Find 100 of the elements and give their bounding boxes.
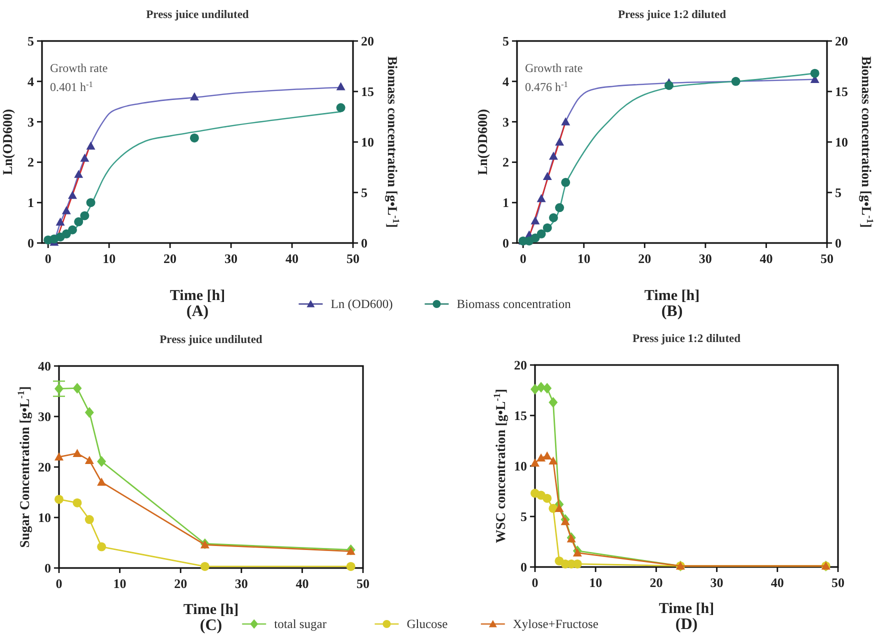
point bbox=[62, 206, 71, 214]
point bbox=[542, 223, 552, 232]
point bbox=[561, 117, 570, 126]
text: (A) bbox=[186, 303, 209, 320]
point bbox=[536, 194, 546, 202]
y-tick-label: 5 bbox=[502, 34, 510, 48]
y-tick-label: 2 bbox=[28, 154, 34, 170]
point bbox=[555, 203, 564, 212]
x-tick-label: 40 bbox=[286, 251, 299, 266]
point bbox=[97, 456, 106, 467]
chart-title: Press juice 1:2 diluted bbox=[632, 333, 742, 345]
text: (D) bbox=[675, 616, 698, 633]
y2-tick-label: 10 bbox=[835, 134, 848, 150]
point bbox=[561, 178, 570, 187]
point bbox=[84, 407, 94, 418]
x-tick-label: 50 bbox=[356, 576, 370, 591]
point bbox=[80, 154, 90, 162]
y-tick-label: 2 bbox=[502, 154, 509, 170]
x-tick-label: 20 bbox=[650, 575, 663, 590]
y-tick-label: 1 bbox=[28, 195, 34, 210]
x-tick-label: 30 bbox=[224, 251, 238, 266]
y2-tick-label: 20 bbox=[835, 34, 848, 48]
point bbox=[560, 517, 570, 526]
annotation: Growth rate bbox=[50, 61, 108, 75]
x-tick-label: 50 bbox=[820, 251, 834, 266]
x-tick-label: 10 bbox=[102, 251, 116, 266]
point bbox=[336, 103, 346, 112]
point bbox=[84, 456, 94, 464]
point bbox=[97, 542, 106, 552]
y2-tick-label: 10 bbox=[361, 134, 374, 150]
point bbox=[336, 82, 346, 90]
x-tick-label: 30 bbox=[234, 576, 248, 591]
y-tick-label: 4 bbox=[28, 74, 34, 89]
point bbox=[542, 382, 552, 394]
point bbox=[68, 190, 77, 199]
y-tick-label: 30 bbox=[38, 409, 51, 424]
text: (C) bbox=[200, 617, 222, 634]
x-tick-label: 30 bbox=[710, 575, 724, 590]
x-tick-label: 0 bbox=[532, 575, 538, 590]
point bbox=[555, 138, 564, 146]
x-tick-label: 30 bbox=[698, 251, 712, 266]
point bbox=[548, 152, 558, 160]
annotation: 0.401 h$^{-1}$ bbox=[50, 80, 93, 94]
y2-tick-label: 15 bbox=[835, 84, 848, 99]
point bbox=[86, 198, 96, 208]
x-tick-label: 40 bbox=[770, 575, 784, 590]
legend-label: Ln (OD600) bbox=[330, 297, 393, 311]
point bbox=[548, 213, 558, 222]
x-tick-label: 50 bbox=[832, 575, 844, 590]
x-tick-label: 20 bbox=[638, 251, 652, 266]
y-tick-label: 0 bbox=[520, 560, 527, 574]
x-axis-title: Time [h] bbox=[170, 288, 226, 304]
point bbox=[530, 458, 540, 467]
point bbox=[536, 229, 546, 238]
point bbox=[536, 382, 546, 393]
y-axis-title: Ln(OD600) bbox=[475, 108, 490, 176]
legend-label: Xylose+Fructose bbox=[512, 617, 599, 631]
y-tick-label: 20 bbox=[514, 358, 527, 372]
point bbox=[80, 211, 90, 220]
y2-tick-label: 15 bbox=[361, 84, 374, 99]
point bbox=[72, 382, 82, 394]
point bbox=[572, 548, 582, 556]
legend-label: Glucose bbox=[406, 617, 448, 631]
point bbox=[548, 504, 558, 513]
point bbox=[346, 562, 356, 571]
point bbox=[54, 452, 64, 460]
point bbox=[536, 453, 546, 462]
annotation: Growth rate bbox=[525, 61, 583, 75]
point bbox=[548, 456, 558, 465]
y-tick-label: 1 bbox=[502, 195, 509, 210]
x-axis-title: Time [h] bbox=[183, 602, 239, 618]
legend-label: Biomass concentration bbox=[456, 297, 572, 311]
point bbox=[664, 80, 674, 90]
y-tick-label: 0 bbox=[502, 236, 509, 250]
point bbox=[74, 217, 84, 226]
y-tick-label: 3 bbox=[28, 114, 34, 130]
x-tick-label: 10 bbox=[113, 576, 126, 591]
x-tick-label: 50 bbox=[346, 251, 360, 266]
point bbox=[72, 448, 82, 457]
annotation: 0.476 h$^{-1}$ bbox=[525, 80, 568, 94]
x-tick-label: 40 bbox=[296, 576, 309, 591]
y2-tick-label: 5 bbox=[835, 185, 842, 200]
point bbox=[190, 133, 199, 142]
point bbox=[54, 494, 64, 504]
y-tick-label: 3 bbox=[502, 114, 510, 130]
point bbox=[548, 396, 558, 408]
x-axis-title: Time [h] bbox=[658, 601, 714, 617]
y2-tick-label: 0 bbox=[835, 236, 842, 250]
y-tick-label: 10 bbox=[514, 458, 527, 474]
point bbox=[56, 217, 65, 226]
y-tick-label: 10 bbox=[38, 510, 51, 525]
point bbox=[72, 498, 82, 508]
point bbox=[68, 225, 77, 234]
point bbox=[190, 92, 199, 100]
y2-tick-label: 5 bbox=[361, 185, 368, 200]
x-axis-title: Time [h] bbox=[644, 288, 700, 304]
y2-tick-label: 0 bbox=[361, 236, 368, 250]
x-tick-label: 10 bbox=[577, 251, 590, 266]
x-tick-label: 20 bbox=[174, 576, 188, 591]
point bbox=[542, 172, 552, 180]
